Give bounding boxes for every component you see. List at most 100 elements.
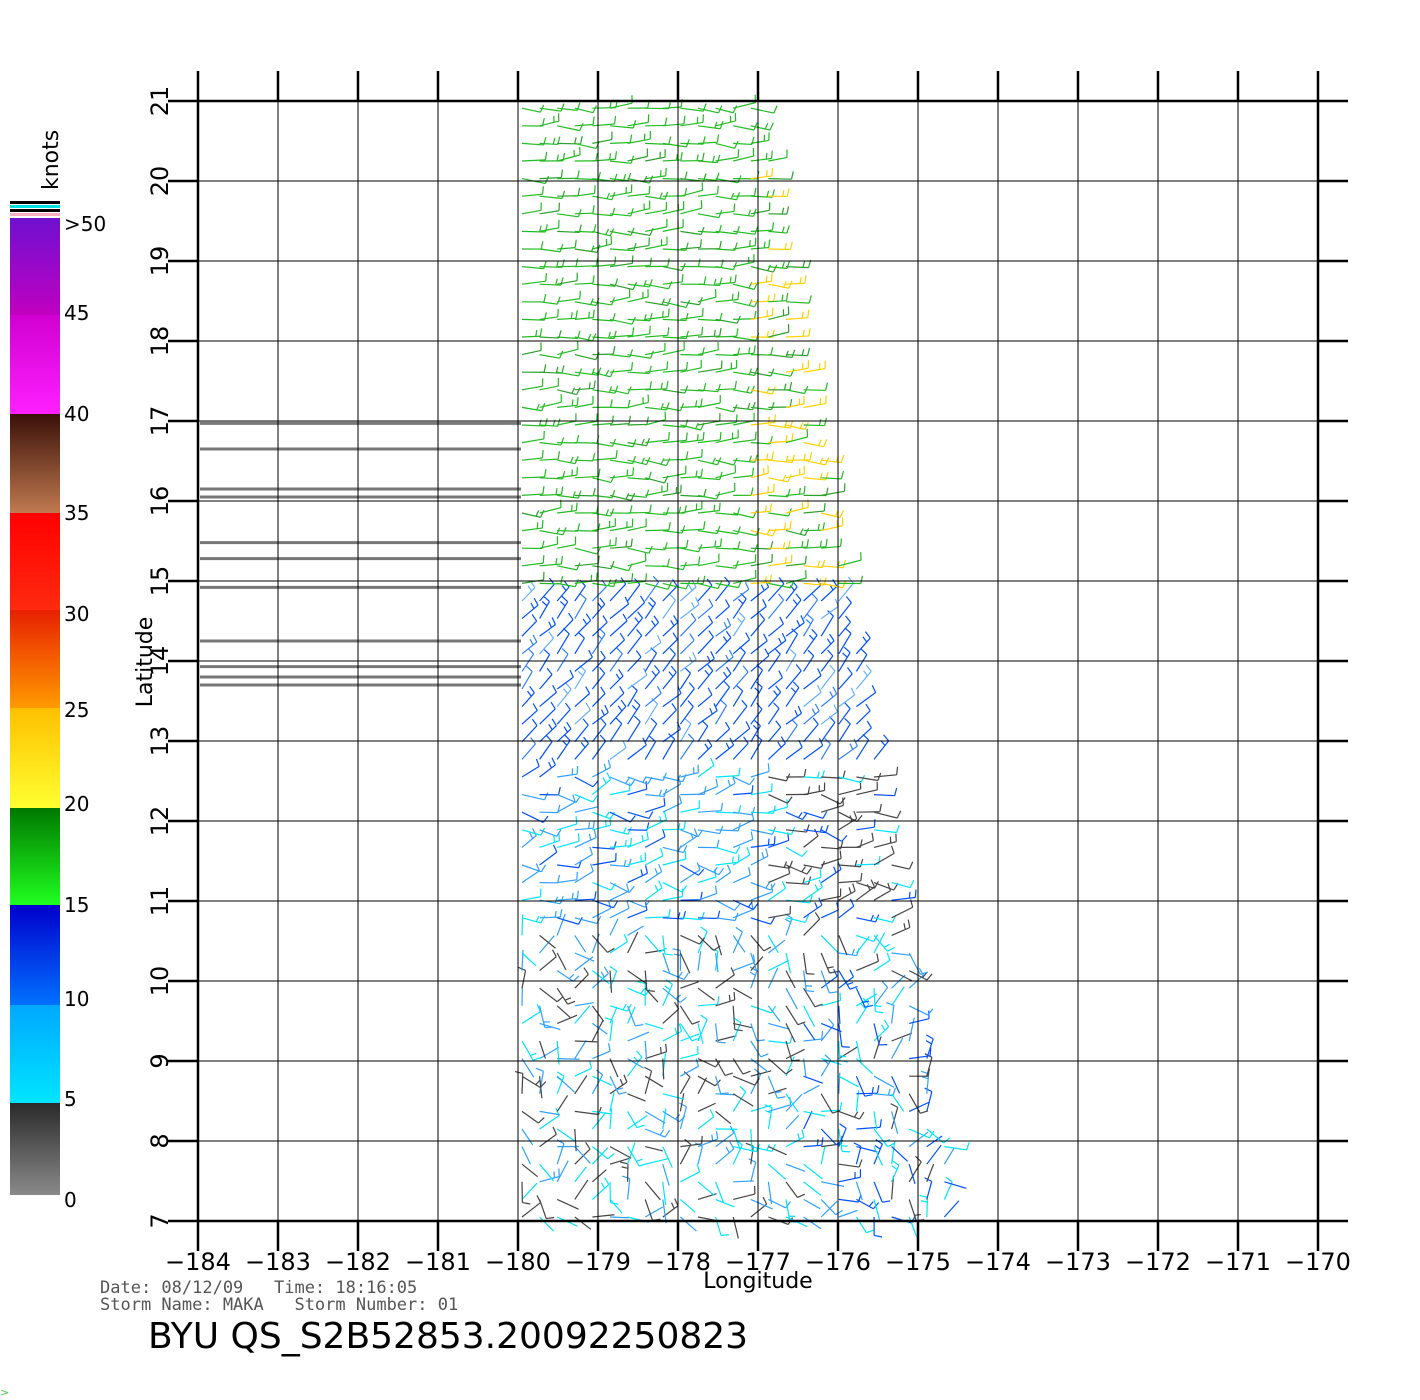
wind-barb <box>838 883 856 901</box>
wind-barb <box>592 1043 611 1060</box>
wind-barb <box>539 1216 555 1232</box>
wind-barb <box>785 485 806 496</box>
wind-barb <box>732 736 749 760</box>
lon-tick-label: −182 <box>325 1248 391 1276</box>
wind-barb <box>715 112 737 127</box>
wind-barb <box>556 987 576 1005</box>
wind-barb <box>556 1071 565 1095</box>
wind-barb <box>715 991 736 1007</box>
lat-tick-label: 21 <box>146 86 174 117</box>
wind-barb <box>627 257 653 268</box>
wind-barb <box>557 290 581 303</box>
wind-barb <box>680 800 700 813</box>
wind-barb <box>820 968 838 989</box>
wind-barb <box>803 1181 822 1196</box>
wind-barb <box>539 909 563 919</box>
wind-barb <box>750 1005 777 1014</box>
wind-barb <box>521 328 543 338</box>
wind-barb <box>521 758 540 778</box>
wind-barb <box>785 664 802 690</box>
wind-barb <box>732 581 750 602</box>
wind-barb <box>768 306 790 320</box>
lon-tick-label: −184 <box>165 1248 231 1276</box>
wind-barb <box>715 274 737 285</box>
wind-barb <box>539 556 564 567</box>
wind-barb <box>943 1176 953 1200</box>
wind-barb <box>521 186 544 197</box>
wind-barb <box>521 364 547 373</box>
wind-barb <box>609 918 619 936</box>
wind-barb <box>697 864 725 876</box>
wind-barb <box>609 900 630 919</box>
wind-barb <box>856 1085 880 1095</box>
wind-barb <box>697 996 720 1007</box>
wind-barb <box>750 132 770 144</box>
wind-barb <box>803 649 815 672</box>
wind-barb <box>557 833 580 848</box>
wind-barb <box>785 539 809 549</box>
wind-barb <box>627 325 651 338</box>
wind-barb <box>715 429 739 444</box>
wind-barb <box>767 1005 781 1022</box>
wind-barb <box>644 1181 661 1201</box>
wind-barb <box>574 380 596 391</box>
wind-barb <box>680 764 699 778</box>
wind-barb <box>697 360 723 373</box>
wind-barb <box>715 649 734 672</box>
wind-barb <box>662 987 687 1003</box>
wind-barb <box>732 926 743 954</box>
wind-barb <box>891 952 912 956</box>
wind-barb <box>592 560 615 570</box>
wind-barb <box>609 837 633 848</box>
wind-barb <box>750 222 775 232</box>
wind-barb <box>750 483 775 496</box>
wind-barb <box>838 970 858 990</box>
wind-barb <box>697 289 717 303</box>
wind-barb <box>609 686 625 708</box>
wind-barb <box>609 134 633 144</box>
wind-barb <box>750 1104 772 1112</box>
wind-barb <box>592 489 616 499</box>
wind-barb <box>574 1039 587 1059</box>
wind-barb <box>733 554 757 567</box>
wind-barb <box>662 1023 683 1042</box>
wind-barb <box>803 1111 813 1130</box>
wind-barb <box>820 902 839 919</box>
wind-barb <box>521 703 538 725</box>
wind-barb <box>609 699 627 725</box>
wind-barb <box>733 226 759 235</box>
wind-barb <box>592 537 617 549</box>
wind-barb <box>908 1131 929 1148</box>
wind-barb <box>557 523 581 532</box>
wind-barb <box>891 1146 909 1162</box>
wind-barb <box>539 829 562 837</box>
wind-barb <box>732 1093 754 1107</box>
wind-barb <box>662 665 677 690</box>
wind-barb <box>732 831 754 848</box>
wind-barb <box>838 576 854 602</box>
lon-tick-label: −172 <box>1125 1248 1191 1276</box>
wind-barb <box>891 1141 896 1165</box>
wind-barb <box>838 575 864 585</box>
wind-barb <box>891 1093 905 1112</box>
wind-barb <box>785 824 810 833</box>
wind-barb <box>662 1164 670 1186</box>
wind-barb <box>750 1196 768 1218</box>
wind-barb <box>821 538 843 549</box>
wind-barb <box>645 308 670 320</box>
wind-barb <box>924 1177 933 1200</box>
wind-barb <box>521 614 538 637</box>
wind-barb <box>768 554 793 567</box>
wind-barb <box>556 682 572 707</box>
wind-barb <box>750 882 776 891</box>
wind-barb <box>680 276 707 285</box>
lat-tick-label: 11 <box>146 886 174 917</box>
wind-barb <box>609 282 638 291</box>
wind-barb <box>521 520 544 532</box>
wind-barb <box>697 394 721 408</box>
wind-barb <box>697 121 724 130</box>
wind-barb <box>803 1137 824 1148</box>
corner-glyph: > <box>0 1386 10 1399</box>
wind-barb <box>521 273 548 285</box>
